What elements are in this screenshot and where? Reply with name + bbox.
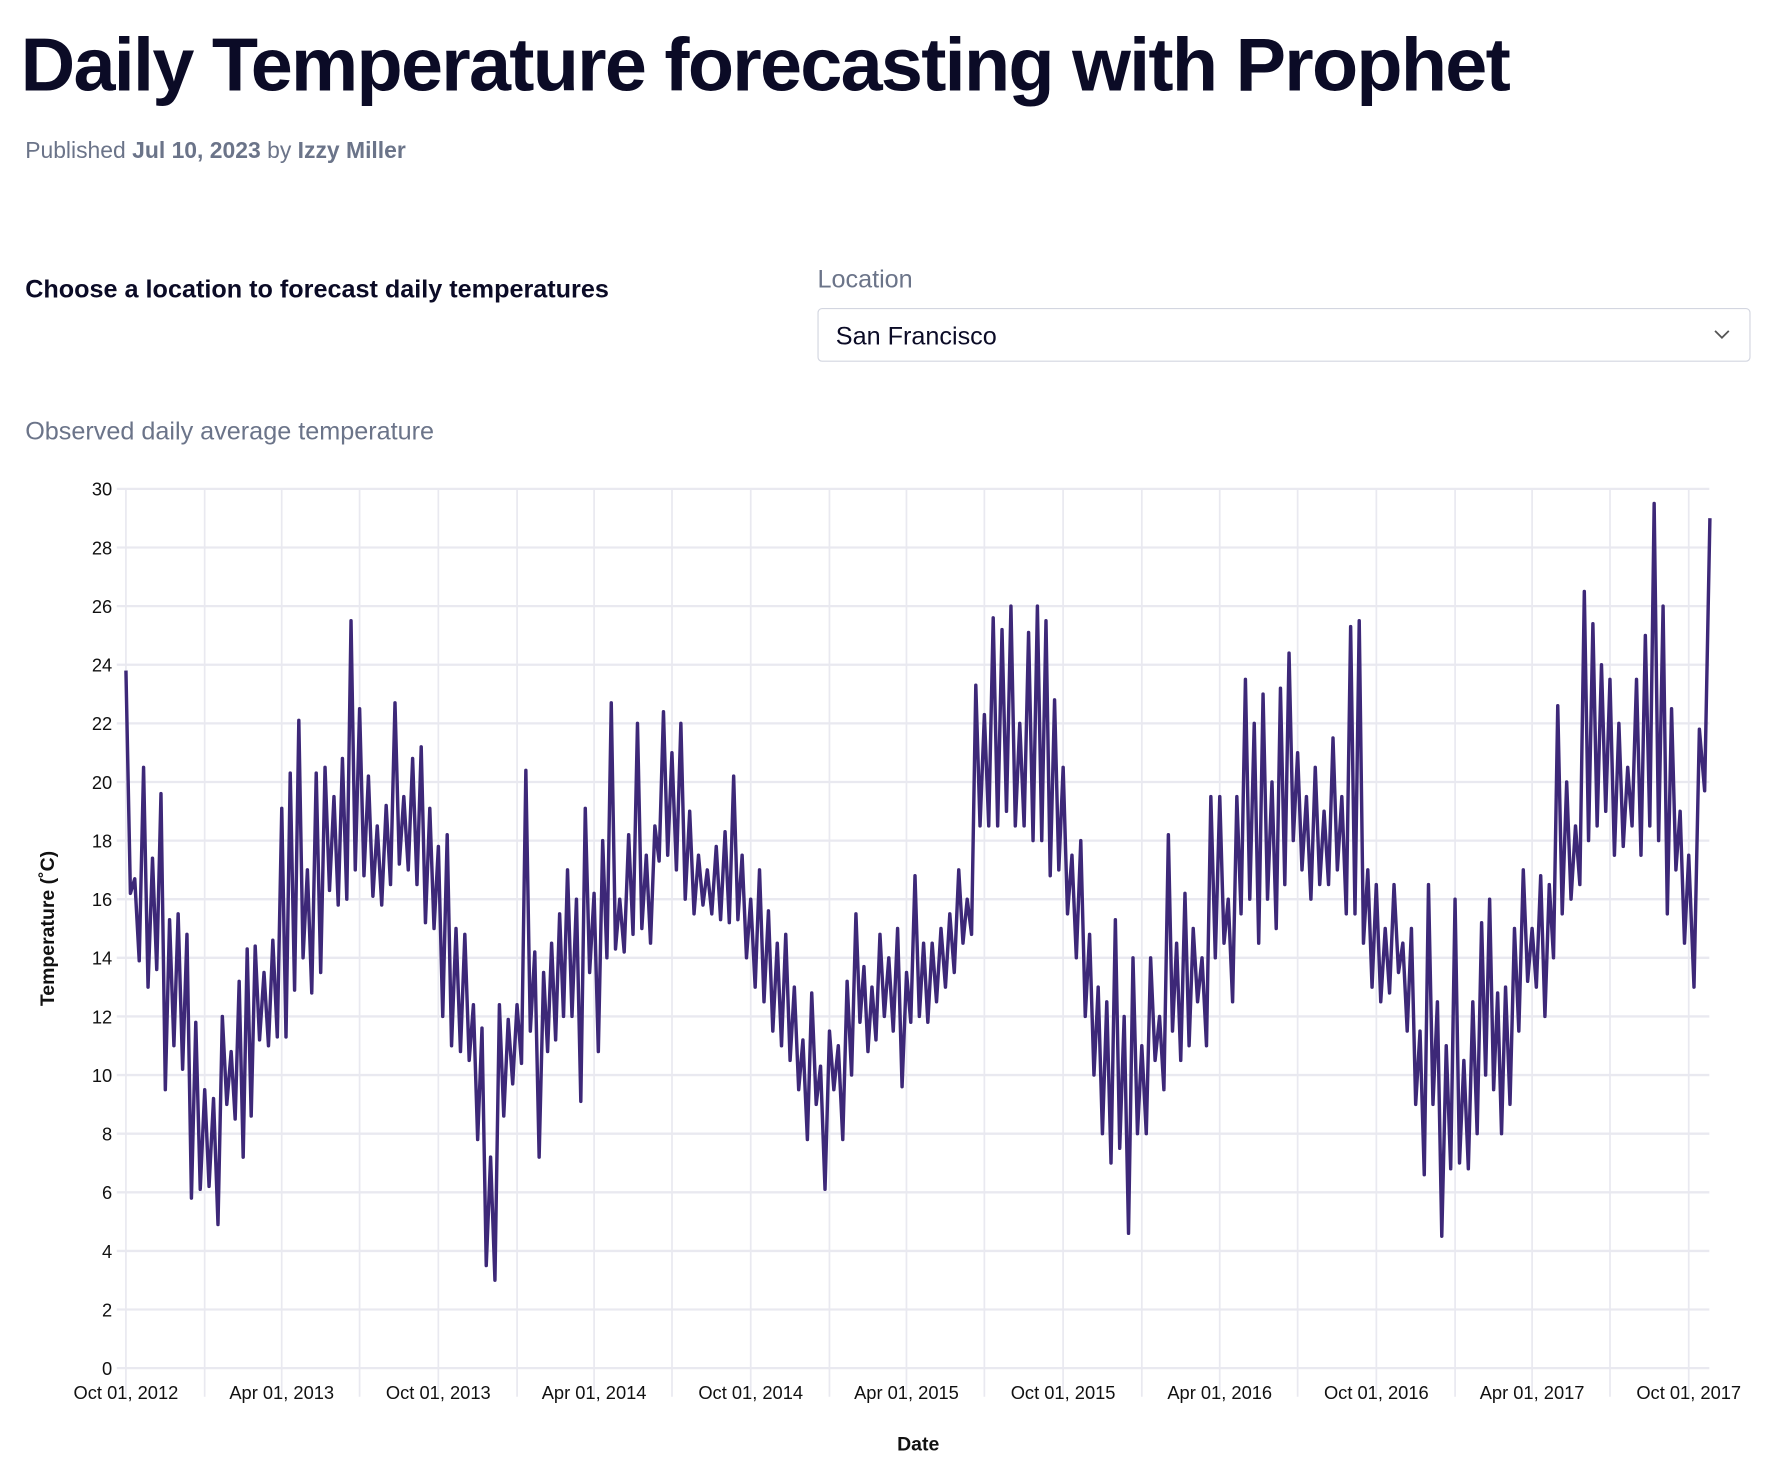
y-tick-label: 20 (92, 772, 112, 793)
x-tick-label: Apr 01, 2014 (542, 1382, 647, 1403)
location-prompt: Choose a location to forecast daily temp… (25, 274, 609, 304)
x-tick-label: Apr 01, 2015 (854, 1382, 959, 1403)
x-tick-label: Oct 01, 2015 (1011, 1382, 1116, 1403)
temperature-series-line (124, 501, 1712, 1282)
x-tick-label: Apr 01, 2017 (1480, 1382, 1585, 1403)
chevron-down-icon (1714, 330, 1730, 340)
y-tick-label: 28 (92, 537, 112, 558)
y-tick-label: 12 (92, 1006, 112, 1027)
y-tick-label: 30 (92, 479, 112, 500)
x-tick-label: Oct 01, 2014 (698, 1382, 803, 1403)
y-tick-label: 10 (92, 1065, 112, 1086)
published-prefix: Published (25, 138, 126, 164)
x-axis-label: Date (897, 1434, 939, 1456)
y-tick-label: 26 (92, 596, 112, 617)
x-tick-label: Oct 01, 2013 (386, 1382, 491, 1403)
y-tick-label: 8 (102, 1124, 112, 1145)
location-select[interactable]: San Francisco (817, 307, 1751, 362)
y-tick-label: 14 (92, 948, 112, 969)
y-tick-label: 16 (92, 889, 112, 910)
publish-info: Published Jul 10, 2023 by Izzy Miller (25, 139, 406, 165)
page-title: Daily Temperature forecasting with Proph… (20, 21, 1511, 107)
location-select-value: San Francisco (835, 321, 997, 351)
y-axis-label: Temperature (˚C) (36, 851, 59, 1006)
published-date: Jul 10, 2023 (132, 138, 261, 164)
by-text: by (267, 138, 292, 164)
y-tick-label: 18 (92, 830, 112, 851)
x-tick-label: Oct 01, 2017 (1636, 1382, 1741, 1403)
y-tick-label: 2 (102, 1299, 112, 1320)
x-tick-label: Apr 01, 2013 (229, 1382, 334, 1403)
author-name[interactable]: Izzy Miller (297, 138, 406, 164)
location-label: Location (817, 264, 913, 294)
x-tick-label: Oct 01, 2012 (74, 1382, 179, 1403)
y-tick-label: 4 (102, 1241, 112, 1262)
x-tick-label: Apr 01, 2016 (1167, 1382, 1272, 1403)
y-tick-label: 24 (92, 655, 112, 676)
y-tick-label: 6 (102, 1182, 112, 1203)
chart-title: Observed daily average temperature (25, 416, 435, 446)
x-tick-label: Oct 01, 2016 (1324, 1382, 1429, 1403)
y-tick-label: 0 (102, 1358, 112, 1379)
y-tick-label: 22 (92, 713, 112, 734)
